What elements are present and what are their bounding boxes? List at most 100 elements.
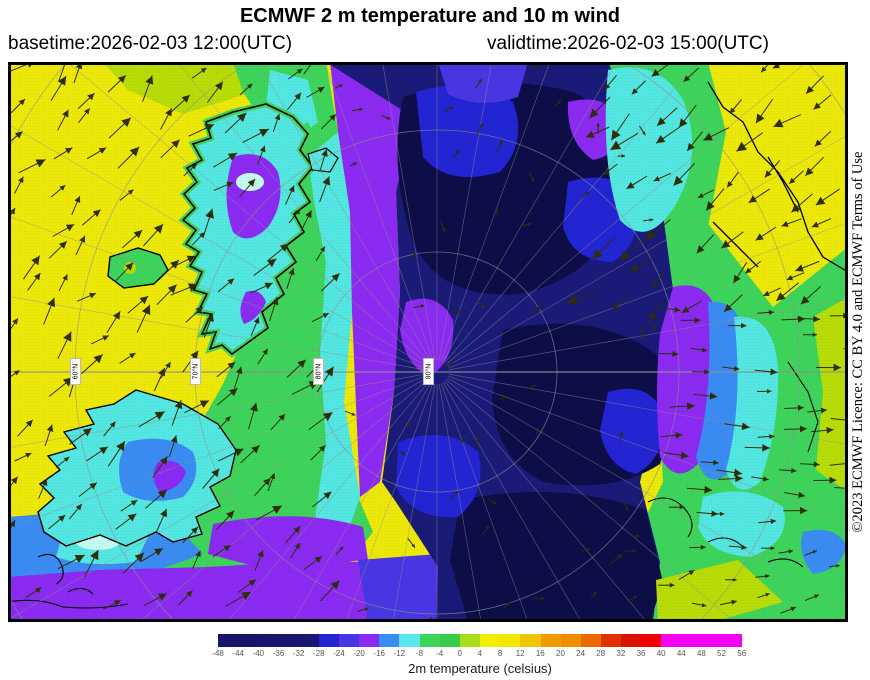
wind-arrow-head	[492, 500, 497, 504]
wind-arrow-head	[296, 68, 303, 74]
wind-arrow-head	[199, 400, 209, 408]
wind-arrow-head	[687, 142, 695, 151]
wind-arrow-head	[314, 556, 322, 563]
colorbar-segment	[359, 634, 380, 647]
wind-arrow-head	[786, 275, 793, 281]
colorbar-tick: -40	[252, 649, 265, 658]
wind-arrow-head	[359, 107, 363, 112]
wind-arrow-head	[18, 99, 25, 106]
wind-arrow-head	[731, 599, 737, 605]
colorbar-segment	[500, 634, 521, 647]
colorbar-tick: -4	[436, 649, 444, 658]
wind-arrow-head	[251, 445, 260, 454]
wind-arrow-head	[257, 550, 264, 558]
meridian-line	[138, 379, 429, 622]
wind-arrow-head	[41, 478, 48, 486]
colorbar-tick: -48	[212, 649, 224, 658]
colorbar-tick: 36	[636, 649, 646, 658]
meridian-line	[445, 379, 736, 622]
wind-arrow-head	[253, 317, 260, 324]
wind-arrow-head	[814, 139, 822, 147]
wind-arrow-head	[603, 169, 609, 175]
wind-arrow-head	[271, 297, 279, 306]
wind-arrow-head	[458, 309, 462, 314]
wind-arrow-head	[322, 313, 329, 319]
colorbar-segment	[520, 634, 541, 647]
wind-arrow-head	[170, 435, 178, 443]
wind-arrow-head	[141, 304, 151, 315]
wind-arrows-layer	[8, 62, 848, 622]
wind-arrow-head	[755, 233, 764, 241]
wind-arrow-head	[762, 444, 770, 452]
meridian-line	[440, 62, 551, 361]
wind-arrow-head	[386, 116, 391, 120]
wind-arrow-head	[236, 366, 243, 375]
wind-arrow-head	[408, 424, 412, 428]
wind-arrow-head	[755, 113, 765, 124]
wind-arrow-head	[25, 419, 33, 428]
wind-arrow-head	[190, 350, 199, 360]
wind-arrow-head	[763, 290, 770, 296]
wind-arrow-head	[765, 592, 770, 597]
wind-arrow-head	[829, 476, 837, 484]
colorbar-tick: -32	[292, 649, 305, 658]
wind-arrow-head	[535, 427, 540, 432]
meridian-line	[448, 299, 848, 371]
wind-arrow-head	[92, 209, 101, 217]
wind-arrow-head	[227, 153, 238, 161]
wind-arrow-head	[225, 416, 231, 422]
wind-arrow-head	[504, 395, 509, 400]
wind-arrow-head	[288, 185, 295, 193]
wind-arrow-head	[158, 593, 167, 601]
wind-arrow-head	[420, 304, 425, 308]
wind-arrow-head	[226, 181, 234, 188]
wind-arrow-head	[735, 474, 743, 483]
wind-arrow-head	[84, 108, 90, 115]
colorbar-segment	[419, 634, 440, 647]
meridian-line	[444, 380, 648, 622]
colorbar-segment	[701, 634, 722, 647]
wind-arrow-head	[227, 278, 235, 285]
wind-arrow-head	[87, 93, 95, 101]
wind-arrow-head	[812, 332, 817, 337]
wind-arrow-head	[765, 574, 770, 579]
wind-arrow-head	[400, 451, 405, 456]
colorbar-segment	[218, 634, 239, 647]
meridian-line	[448, 373, 848, 445]
meridian-line	[66, 62, 429, 365]
wind-arrow-head	[206, 313, 214, 323]
wind-arrow-head	[279, 243, 289, 252]
wind-arrow-head	[259, 129, 269, 137]
wind-arrow-head	[672, 351, 679, 357]
wind-arrow-head	[770, 518, 777, 525]
wind-arrow-head	[619, 432, 624, 436]
latitude-label-80n: 80°N	[313, 358, 324, 385]
colorbar-segment	[379, 634, 400, 647]
latitude-label-text: 70°N	[192, 363, 200, 380]
wind-arrow-head	[288, 268, 295, 276]
colorbar-tick: 32	[616, 649, 626, 658]
wind-arrow-head	[596, 122, 600, 127]
wind-arrow-head	[63, 331, 72, 342]
wind-arrow-head	[791, 203, 801, 213]
wind-arrow-head	[461, 439, 466, 443]
wind-arrow-head	[694, 317, 701, 324]
wind-arrow-head	[259, 145, 266, 153]
wind-arrow-head	[442, 228, 446, 232]
wind-arrow-head	[537, 306, 541, 311]
meridian-line	[447, 377, 848, 610]
copyright-sidebar: ©2023 ECMWF Licence: CC BY 4.0 and ECMWF…	[850, 151, 866, 533]
colorbar-tick: 52	[717, 649, 727, 658]
wind-arrow-head	[814, 594, 819, 599]
wind-arrow-head	[317, 87, 325, 93]
wind-arrow-head	[118, 75, 126, 84]
wind-arrow-head	[364, 607, 369, 611]
wind-arrow-head	[322, 176, 331, 186]
wind-arrow-head	[745, 267, 752, 274]
wind-arrow-head	[352, 162, 357, 166]
wind-arrow-head	[241, 592, 251, 601]
wind-arrow-head	[455, 150, 460, 154]
colorbar-segment	[641, 634, 662, 647]
wind-arrow-head	[14, 370, 20, 376]
meridian-line	[257, 62, 432, 362]
